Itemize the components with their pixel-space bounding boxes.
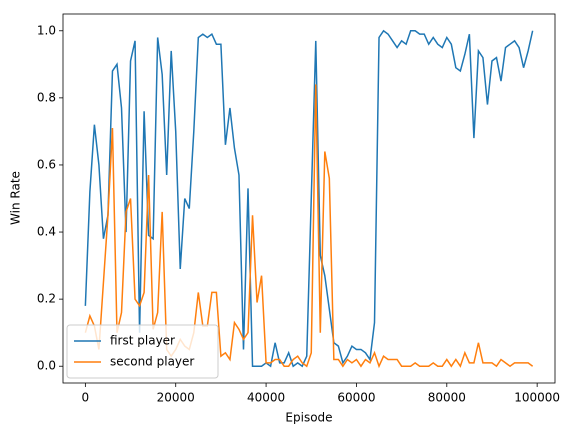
y-tick-label: 0.6 xyxy=(37,157,56,171)
legend-label: first player xyxy=(110,334,175,348)
legend-box xyxy=(66,324,219,379)
line-series xyxy=(84,84,534,369)
y-tick-label: 0.2 xyxy=(37,292,56,306)
x-axis-label: Episode xyxy=(285,411,332,425)
y-tick-label: 0.8 xyxy=(37,90,56,104)
x-tick-label: 60000 xyxy=(337,391,375,405)
x-tick-label: 100000 xyxy=(514,391,560,405)
legend-label: second player xyxy=(110,355,194,369)
y-tick-label: 1.0 xyxy=(37,23,56,37)
x-tick-label: 40000 xyxy=(247,391,285,405)
x-tick-label: 20000 xyxy=(157,391,195,405)
x-tick-label: 80000 xyxy=(428,391,466,405)
x-tick-label: 0 xyxy=(82,391,90,405)
line-series xyxy=(84,29,534,368)
y-axis-label: Win Rate xyxy=(9,171,23,225)
axes-frame xyxy=(62,13,556,384)
y-tick-label: 0.0 xyxy=(37,359,56,373)
y-tick-label: 0.4 xyxy=(37,225,56,239)
